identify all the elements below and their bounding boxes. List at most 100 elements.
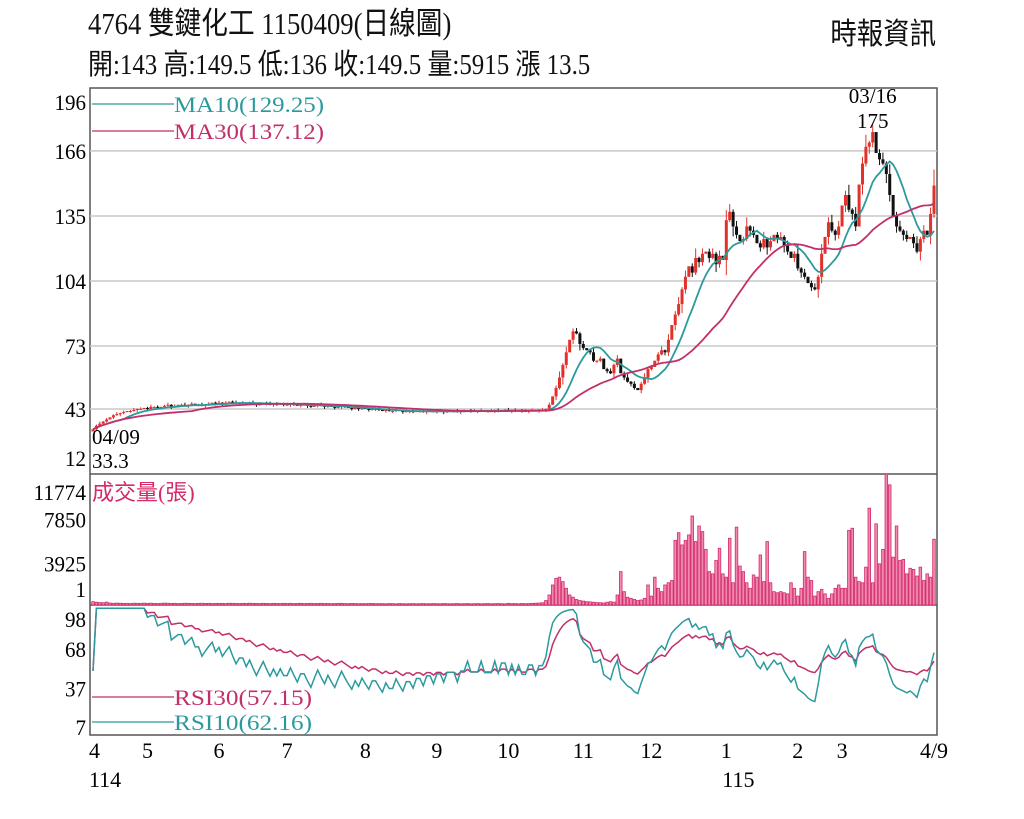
candle-body <box>622 373 626 378</box>
volume-bar <box>138 603 143 606</box>
volume-bar <box>258 603 262 606</box>
candle-body <box>803 272 807 277</box>
volume-bar <box>407 603 412 606</box>
volume-bar <box>411 603 415 606</box>
candle-body <box>387 410 391 412</box>
rsi10-line <box>92 607 935 703</box>
volume-bar <box>547 594 551 606</box>
candle-body <box>585 348 589 351</box>
volume-bar <box>452 603 456 606</box>
ma10-line <box>92 160 935 431</box>
candle-body <box>128 411 132 413</box>
candle-body <box>653 360 657 368</box>
volume-bar <box>142 602 146 606</box>
volume-bar <box>540 602 545 606</box>
volume-bar <box>404 603 408 606</box>
volume-bar <box>598 602 603 606</box>
volume-bar <box>636 600 640 606</box>
volume-bar <box>431 603 436 606</box>
candle-body <box>826 222 830 237</box>
volume-bar <box>227 602 231 606</box>
volume-bar <box>516 603 521 606</box>
volume-bar <box>608 601 613 606</box>
volume-bar <box>813 595 817 606</box>
source-label: 時報資訊 <box>830 18 936 51</box>
volume-bar <box>149 602 153 606</box>
volume-bar <box>823 593 827 606</box>
candle-body <box>115 414 119 416</box>
volume-bar <box>741 571 746 606</box>
volume-bar <box>94 601 99 606</box>
candle-body <box>639 383 643 391</box>
volume-bar <box>476 603 480 606</box>
candle-body <box>149 406 153 409</box>
volume-bar <box>261 602 265 606</box>
volume-panel-label: 成交量(張) <box>92 480 195 505</box>
volume-bar <box>894 525 899 606</box>
candle-body <box>765 239 769 248</box>
volume-bar <box>530 602 534 606</box>
volume-bar <box>888 484 892 606</box>
candle-body <box>918 239 922 252</box>
candle-body <box>111 415 115 418</box>
candle-body <box>820 253 824 277</box>
x-tick-label: 11 <box>573 738 594 763</box>
candle-body <box>214 402 218 404</box>
candle-body <box>156 406 160 408</box>
volume-bar <box>510 603 514 606</box>
chart-frame <box>89 87 938 736</box>
volume-bar <box>251 602 255 606</box>
candle-body <box>598 358 602 361</box>
price-tick-label: 12 <box>65 446 86 471</box>
volume-bar <box>397 603 402 606</box>
candle-body <box>309 405 313 407</box>
candle-body <box>850 209 854 214</box>
volume-bar <box>666 582 671 606</box>
volume-bar <box>693 541 698 606</box>
price-tick-label: 43 <box>65 397 86 422</box>
candle-body <box>557 377 561 388</box>
candle-body <box>915 243 919 252</box>
volume-bar <box>241 602 245 606</box>
volume-bar <box>326 603 330 606</box>
volume-bar <box>578 600 582 606</box>
volume-bar <box>830 593 834 606</box>
volume-bar <box>482 603 487 606</box>
volume-bar <box>207 602 211 606</box>
candle-body <box>762 239 766 248</box>
candle-body <box>694 257 698 273</box>
volume-bar <box>193 603 197 606</box>
volume-bar <box>145 602 150 606</box>
volume-bar <box>353 603 357 606</box>
candle-body <box>891 194 895 216</box>
volume-bar <box>768 582 773 606</box>
volume-bar <box>424 603 429 606</box>
candle-body <box>122 412 126 414</box>
volume-bar <box>288 602 293 606</box>
volume-bar <box>217 602 221 606</box>
volume-bar <box>523 603 528 606</box>
volume-bar <box>557 576 562 606</box>
volume-bar <box>336 603 340 606</box>
volume-bar <box>387 603 391 606</box>
candle-body <box>775 234 779 240</box>
volume-bar <box>809 580 814 606</box>
volume-bar <box>305 603 310 606</box>
candle-body <box>755 234 759 244</box>
candle-body <box>592 352 596 361</box>
candle-body <box>564 352 568 365</box>
volume-bar <box>166 602 170 606</box>
volume-bar <box>871 582 875 606</box>
candle-body <box>370 408 374 411</box>
candle-body <box>163 405 167 407</box>
volume-bar <box>159 602 163 606</box>
volume-bar <box>339 602 344 606</box>
candle-body <box>809 283 813 288</box>
candle-body <box>145 407 149 409</box>
volume-bar <box>843 587 848 606</box>
volume-bar <box>465 603 470 606</box>
volume-bar <box>901 558 906 606</box>
volume-bar <box>588 601 592 606</box>
volume-bar <box>874 523 878 606</box>
volume-bar <box>905 573 909 606</box>
